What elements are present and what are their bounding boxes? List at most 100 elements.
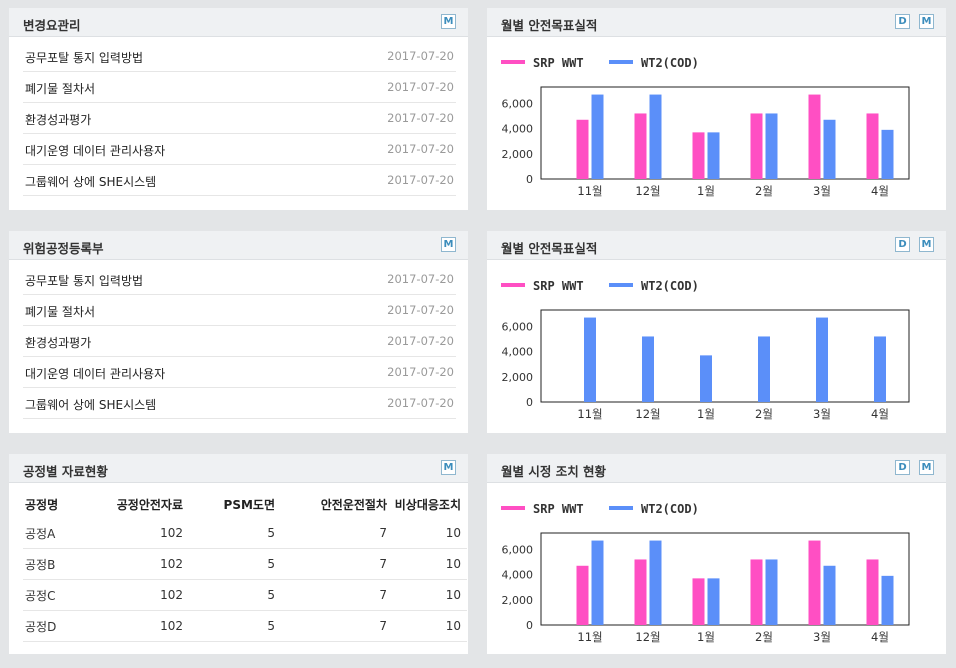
bar (591, 540, 604, 625)
more-button[interactable]: M (919, 14, 934, 29)
item-date: 2017-07-20 (387, 396, 454, 410)
list-item[interactable]: 폐기물 절차서 2017-07-20 (23, 295, 456, 326)
bar (584, 317, 596, 402)
y-tick-label: 0 (526, 396, 533, 409)
y-tick-label: 2,000 (502, 148, 534, 161)
x-tick-label: 2월 (755, 184, 773, 198)
list-item[interactable]: 그룹웨어 상에 SHE시스템 2017-07-20 (23, 388, 456, 419)
cell: 7 (281, 518, 393, 549)
x-tick-label: 12월 (635, 407, 660, 421)
cell: 7 (281, 610, 393, 642)
bar-chart: SRP WWT WT2(COD) 0 2,000 4,000 6,000 11월 12월 1월 2… (501, 502, 910, 644)
item-title[interactable]: 환경성과평가 (25, 113, 92, 127)
bar (808, 540, 821, 625)
legend-label: SRP WWT (533, 279, 584, 293)
bar-chart: SRP WWT WT2(COD) 0 2,000 4,000 6,000 11월 12월 1월 2… (501, 279, 910, 421)
bar (874, 336, 886, 402)
y-tick-label: 0 (526, 173, 533, 186)
detail-button[interactable]: D (895, 460, 910, 475)
list-item[interactable]: 공무포탈 통지 입력방법 2017-07-20 (23, 264, 456, 295)
bar (707, 132, 720, 179)
panel-header: 월별 안전목표실적 D M (487, 231, 946, 260)
cell: 102 (83, 579, 189, 611)
list-item[interactable]: 공무포탈 통지 입력방법 2017-07-20 (23, 41, 456, 72)
detail-button[interactable]: D (895, 237, 910, 252)
more-button[interactable]: M (441, 14, 456, 29)
table-row[interactable]: 공정B 102 5 7 10 (23, 548, 467, 580)
x-tick-label: 3월 (813, 184, 831, 198)
item-title[interactable]: 대기운영 데이터 관리사용자 (25, 144, 166, 158)
cell: 공정A (23, 518, 83, 549)
item-date: 2017-07-20 (387, 111, 454, 125)
cell: 10 (393, 518, 467, 549)
bar (765, 559, 778, 625)
list-item[interactable]: 환경성과평가 2017-07-20 (23, 103, 456, 134)
legend-label: SRP WWT (533, 502, 584, 516)
item-date: 2017-07-20 (387, 173, 454, 187)
item-title[interactable]: 공무포탈 통지 입력방법 (25, 274, 144, 288)
bar (758, 336, 770, 402)
bar (591, 94, 604, 179)
bar-chart: SRP WWT WT2(COD) 0 2,000 4,000 6,000 11월 12월 1월 2… (501, 56, 910, 198)
more-button[interactable]: M (919, 237, 934, 252)
detail-button[interactable]: D (895, 14, 910, 29)
x-tick-label: 1월 (697, 184, 715, 198)
cell: 10 (393, 579, 467, 611)
item-title[interactable]: 공무포탈 통지 입력방법 (25, 51, 144, 65)
item-date: 2017-07-20 (387, 334, 454, 348)
list-item[interactable]: 환경성과평가 2017-07-20 (23, 326, 456, 357)
cell: 공정D (23, 610, 83, 642)
notice-panel-2: 위험공정등록부 M 공무포탈 통지 입력방법 2017-07-20 폐기물 절차서… (9, 231, 468, 433)
item-title[interactable]: 그룹웨어 상에 SHE시스템 (25, 175, 157, 189)
legend-label: SRP WWT (533, 56, 584, 70)
table-row[interactable]: 공정D 102 5 7 10 (23, 610, 467, 642)
cell: 10 (393, 548, 467, 580)
more-button[interactable]: M (441, 237, 456, 252)
chart-panel-3: 월별 시정 조치 현황 D M SRP WWT WT2(COD) 0 2,000 4,0… (487, 454, 946, 654)
list-item[interactable]: 폐기물 절차서 2017-07-20 (23, 72, 456, 103)
y-tick-label: 0 (526, 619, 533, 632)
item-date: 2017-07-20 (387, 142, 454, 156)
process-data-table: 공정명 공정안전자료 PSM도면 안전운전절차 비상대응조치 공정A 102 5 7 1… (23, 490, 467, 642)
list-item[interactable]: 대기운영 데이터 관리사용자 2017-07-20 (23, 357, 456, 388)
y-tick-label: 4,000 (502, 346, 534, 359)
bar (765, 113, 778, 179)
cell: 102 (83, 518, 189, 549)
item-title[interactable]: 환경성과평가 (25, 336, 92, 350)
y-tick-label: 4,000 (502, 569, 534, 582)
notice-panel-1: 변경요관리 M 공무포탈 통지 입력방법 2017-07-20 폐기물 절차서 20… (9, 8, 468, 210)
x-tick-label: 2월 (755, 407, 773, 421)
x-tick-label: 1월 (697, 407, 715, 421)
bar (881, 575, 894, 625)
table-row[interactable]: 공정A 102 5 7 10 (23, 518, 467, 549)
item-title[interactable]: 폐기물 절차서 (25, 305, 96, 319)
y-tick-label: 2,000 (502, 371, 534, 384)
cell: 5 (189, 579, 281, 611)
table-row[interactable]: 공정C 102 5 7 10 (23, 579, 467, 611)
item-title[interactable]: 폐기물 절차서 (25, 82, 96, 96)
more-button[interactable]: M (441, 460, 456, 475)
item-title[interactable]: 대기운영 데이터 관리사용자 (25, 367, 166, 381)
list-item[interactable]: 그룹웨어 상에 SHE시스템 2017-07-20 (23, 165, 456, 196)
list-item[interactable]: 대기운영 데이터 관리사용자 2017-07-20 (23, 134, 456, 165)
item-title[interactable]: 그룹웨어 상에 SHE시스템 (25, 398, 157, 412)
bar (750, 559, 763, 625)
x-tick-label: 4월 (871, 407, 889, 421)
panel-header: 변경요관리 M (9, 8, 468, 37)
bar (707, 578, 720, 625)
table-header-row: 공정명 공정안전자료 PSM도면 안전운전절차 비상대응조치 (23, 490, 467, 518)
x-tick-label: 3월 (813, 407, 831, 421)
panel-header: 월별 시정 조치 현황 D M (487, 454, 946, 483)
legend-swatch (501, 60, 525, 64)
cell: 공정B (23, 548, 83, 580)
bar (692, 578, 705, 625)
y-tick-label: 2,000 (502, 594, 534, 607)
item-date: 2017-07-20 (387, 303, 454, 317)
panel-title: 월별 시정 조치 현황 (501, 464, 607, 479)
y-tick-label: 6,000 (502, 320, 534, 333)
x-tick-label: 11월 (577, 630, 602, 644)
bar (692, 132, 705, 179)
y-tick-label: 4,000 (502, 123, 534, 136)
column-header: 공정안전자료 (116, 497, 183, 512)
more-button[interactable]: M (919, 460, 934, 475)
